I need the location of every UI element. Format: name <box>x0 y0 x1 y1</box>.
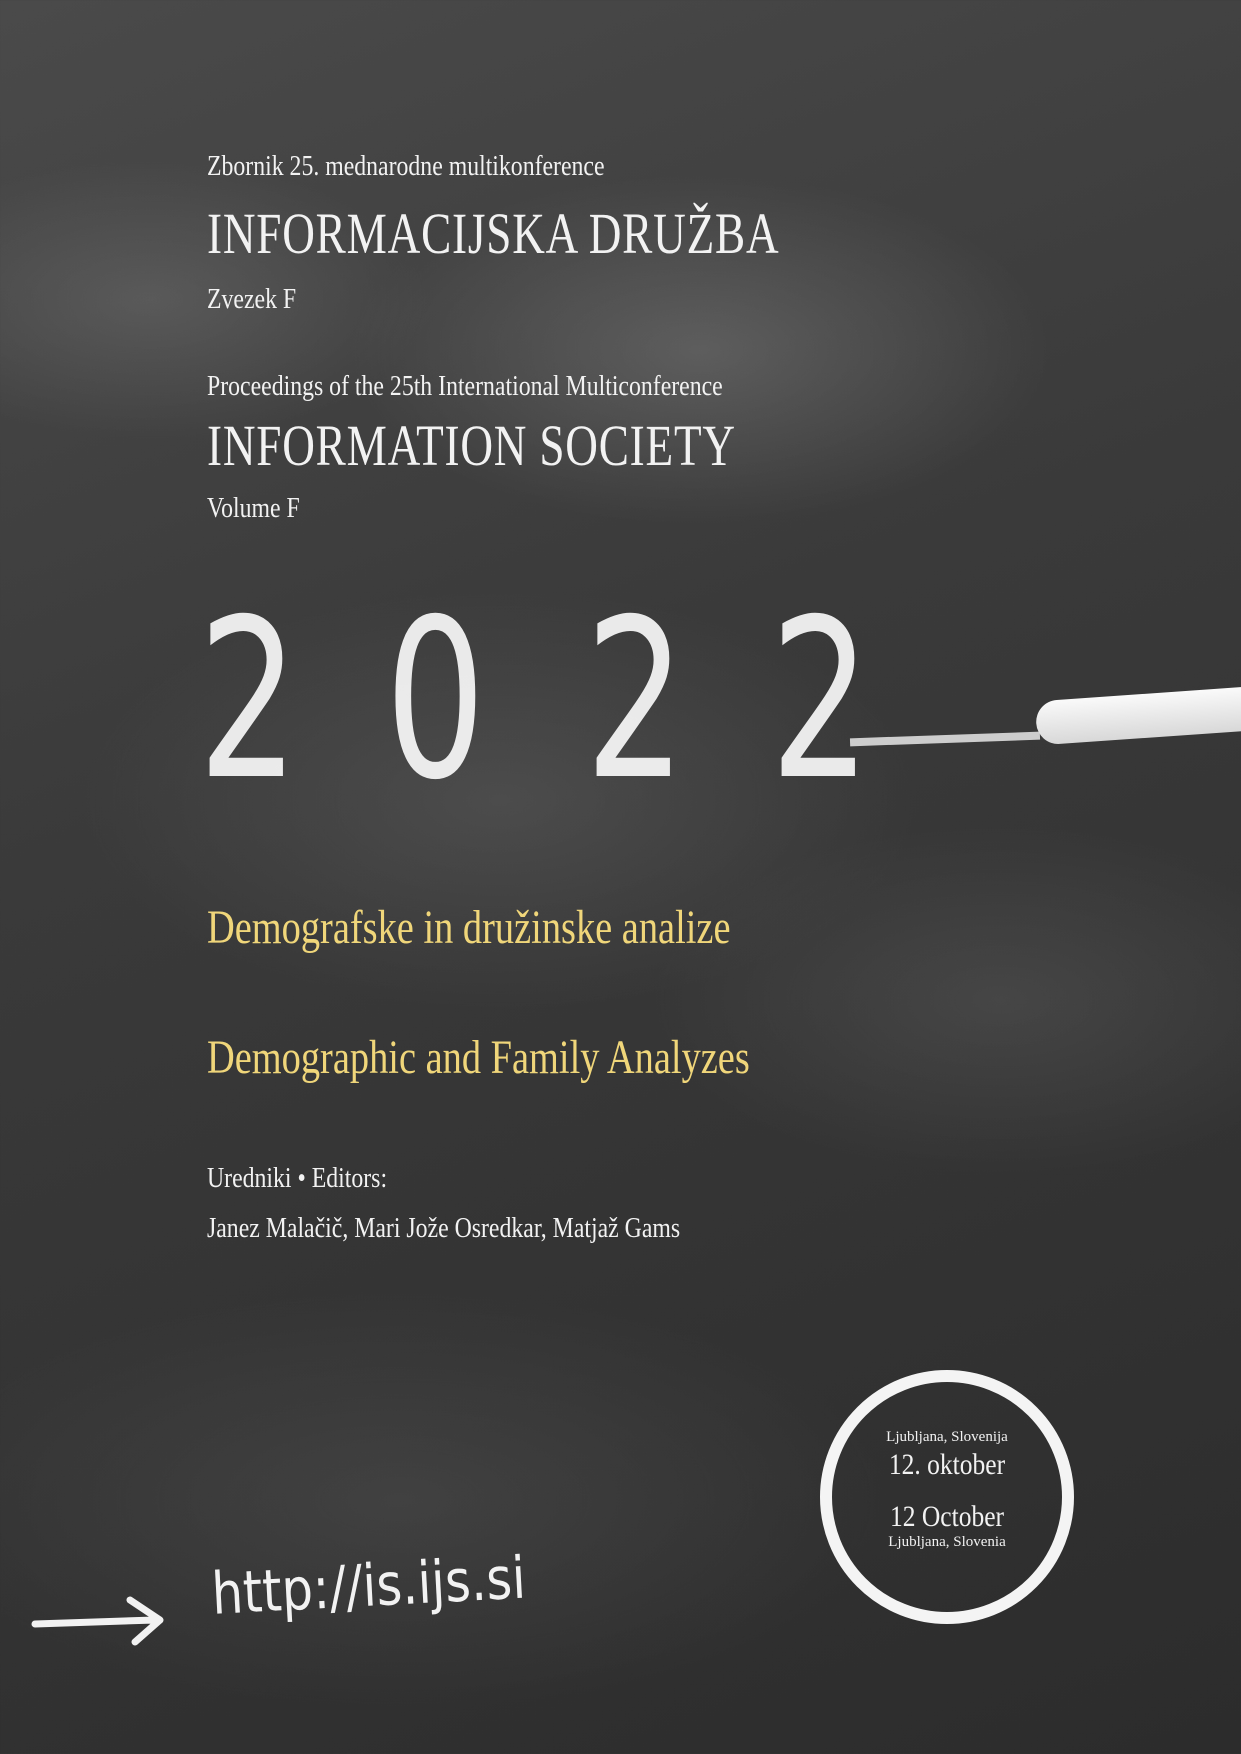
year-digit: 2 <box>198 572 299 828</box>
year-digit: 2 <box>770 572 871 828</box>
topic-english: Demographic and Family Analyzes <box>207 1031 750 1084</box>
date-slovene: 12. oktober <box>888 1448 1006 1481</box>
slovene-volume: Zvezek F <box>207 283 297 315</box>
year-digit: 0 <box>385 572 486 828</box>
english-volume: Volume F <box>207 492 300 524</box>
date-stamp-circle: Ljubljana, Slovenija 12. oktober 12 Octo… <box>820 1370 1074 1624</box>
english-title: INFORMATION SOCIETY <box>207 413 736 478</box>
website-link[interactable]: http://is.ijs.si <box>210 1543 528 1628</box>
chalk-line <box>849 731 1041 747</box>
year-digit: 2 <box>585 572 686 828</box>
english-subtitle: Proceedings of the 25th International Mu… <box>207 370 723 402</box>
chalk-stick-icon <box>1034 686 1241 746</box>
slovene-subtitle: Zbornik 25. mednarodne multikonference <box>207 150 605 182</box>
topic-slovene: Demografske in družinske analize <box>207 901 731 954</box>
editors-label: Uredniki • Editors: <box>207 1162 388 1194</box>
date-english: 12 October <box>889 1500 1005 1533</box>
editors-names: Janez Malačič, Mari Jože Osredkar, Matja… <box>207 1212 681 1244</box>
place-slovene: Ljubljana, Slovenija <box>886 1429 1008 1445</box>
place-english: Ljubljana, Slovenia <box>888 1534 1006 1550</box>
arrow-right-icon <box>31 1596 164 1646</box>
slovene-title: INFORMACIJSKA DRUŽBA <box>207 201 780 266</box>
